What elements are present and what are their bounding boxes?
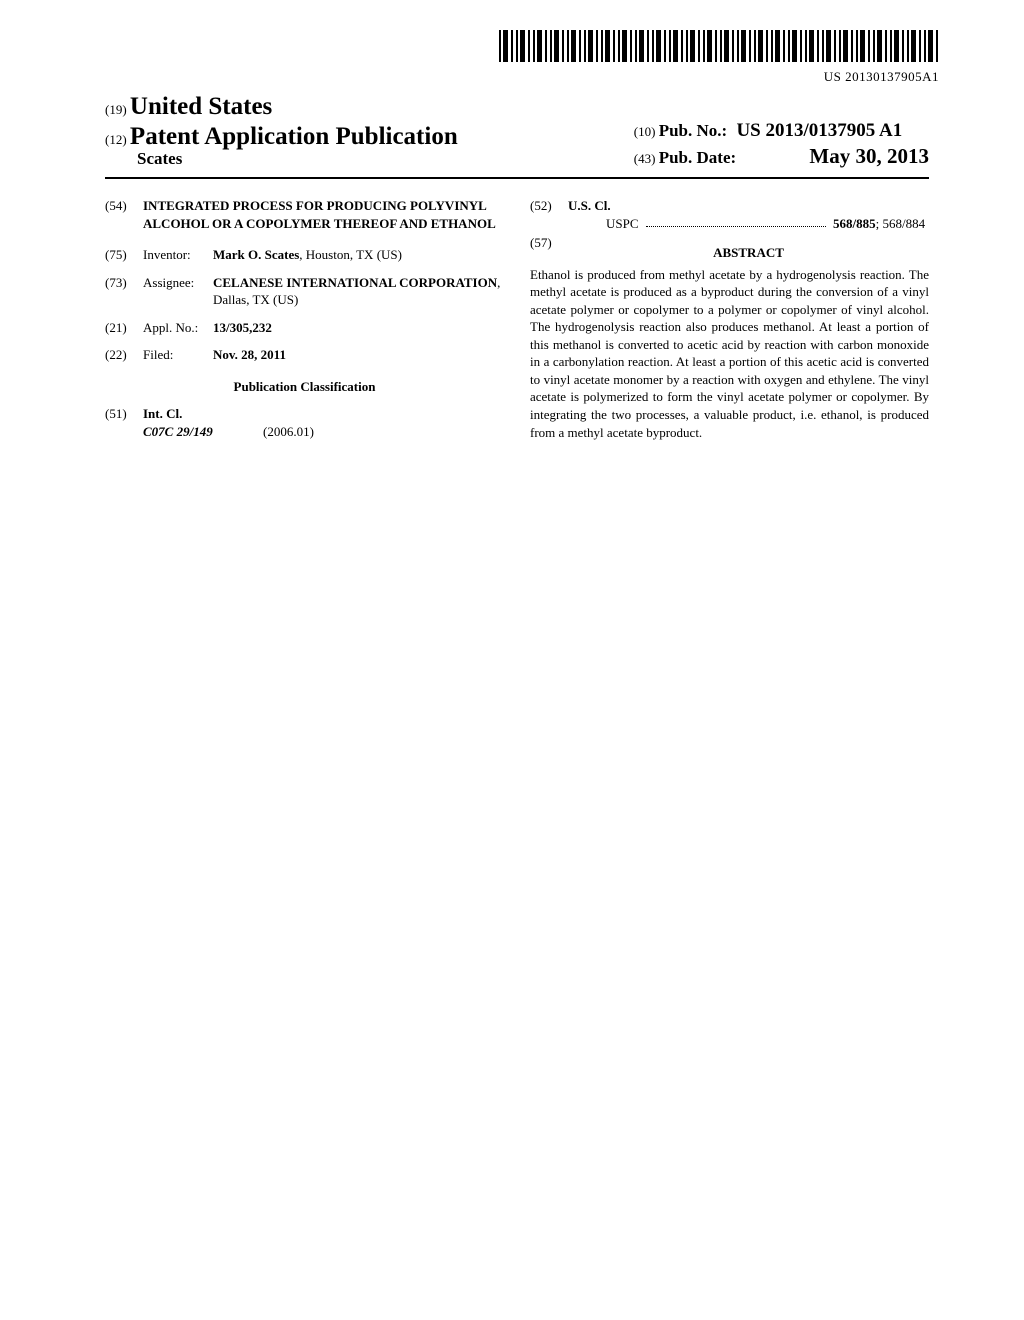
uscl-block: U.S. Cl. USPC 568/885; 568/884 — [568, 197, 929, 232]
pub-no-line: (10) Pub. No.: US 2013/0137905 A1 — [634, 120, 929, 142]
uscl-label: U.S. Cl. — [568, 197, 929, 215]
intcl-row: C07C 29/149 (2006.01) — [143, 423, 504, 441]
abstract-heading: ABSTRACT — [568, 244, 929, 262]
uscl-main: 568/885 — [833, 216, 876, 231]
body-columns: (54) INTEGRATED PROCESS FOR PRODUCING PO… — [105, 197, 929, 442]
uscl-code: (52) — [530, 197, 568, 232]
pub-date: May 30, 2013 — [809, 144, 929, 168]
intcl-field: (51) Int. Cl. C07C 29/149 (2006.01) — [105, 405, 504, 440]
filed-label: Filed: — [143, 346, 213, 364]
inventor-loc: , Houston, TX (US) — [299, 247, 402, 262]
pub-date-label: Pub. Date: — [659, 148, 736, 167]
country: United States — [130, 93, 272, 120]
assignee-label: Assignee: — [143, 274, 213, 309]
uscl-secondary: ; 568/884 — [876, 216, 925, 231]
barcode-area: US 20130137905A1 — [105, 30, 939, 85]
left-column: (54) INTEGRATED PROCESS FOR PRODUCING PO… — [105, 197, 504, 442]
inventor-name: Mark O. Scates — [213, 247, 299, 262]
author: Scates — [137, 149, 458, 169]
header-left: (19) United States (12) Patent Applicati… — [105, 93, 458, 169]
country-line: (19) United States — [105, 93, 458, 121]
country-code: (19) — [105, 102, 127, 117]
assignee-value: CELANESE INTERNATIONAL CORPORATION, Dall… — [213, 274, 504, 309]
title-text: INTEGRATED PROCESS FOR PRODUCING POLYVIN… — [143, 197, 504, 232]
intcl-block: Int. Cl. C07C 29/149 (2006.01) — [143, 405, 504, 440]
inventor-label: Inventor: — [143, 246, 213, 264]
inventor-field: (75) Inventor: Mark O. Scates, Houston, … — [105, 246, 504, 264]
uscl-prefix: USPC — [606, 216, 639, 231]
abstract-block: ABSTRACT — [568, 234, 929, 266]
intcl-value: C07C 29/149 — [143, 423, 263, 441]
pub-no: US 2013/0137905 A1 — [736, 120, 902, 141]
inventor-code: (75) — [105, 246, 143, 264]
abstract-code: (57) — [530, 234, 568, 266]
assignee-field: (73) Assignee: CELANESE INTERNATIONAL CO… — [105, 274, 504, 309]
assignee-code: (73) — [105, 274, 143, 309]
inventor-value: Mark O. Scates, Houston, TX (US) — [213, 246, 504, 264]
header-right: (10) Pub. No.: US 2013/0137905 A1 (43) P… — [634, 120, 929, 169]
header-row: (19) United States (12) Patent Applicati… — [105, 93, 929, 169]
uscl-field: (52) U.S. Cl. USPC 568/885; 568/884 — [530, 197, 929, 232]
intcl-label: Int. Cl. — [143, 405, 504, 423]
patent-page: US 20130137905A1 (19) United States (12)… — [0, 0, 1024, 442]
barcode-text: US 20130137905A1 — [105, 69, 939, 85]
appl-no: 13/305,232 — [213, 319, 504, 337]
pub-type-line: (12) Patent Application Publication — [105, 123, 458, 151]
appl-field: (21) Appl. No.: 13/305,232 — [105, 319, 504, 337]
classification-heading: Publication Classification — [105, 378, 504, 396]
appl-label: Appl. No.: — [143, 319, 213, 337]
filed-field: (22) Filed: Nov. 28, 2011 — [105, 346, 504, 364]
pub-type-code: (12) — [105, 132, 127, 147]
title-field: (54) INTEGRATED PROCESS FOR PRODUCING PO… — [105, 197, 504, 232]
pub-date-code: (43) — [634, 151, 656, 166]
abstract-text: Ethanol is produced from methyl acetate … — [530, 266, 929, 441]
filed-date: Nov. 28, 2011 — [213, 346, 504, 364]
uscl-dots — [646, 222, 826, 227]
uscl-row: USPC 568/885; 568/884 — [606, 215, 929, 233]
intcl-code: (51) — [105, 405, 143, 440]
title-code: (54) — [105, 197, 143, 232]
pub-type: Patent Application Publication — [130, 123, 458, 150]
intcl-year: (2006.01) — [263, 423, 314, 441]
pub-no-label: Pub. No.: — [659, 121, 727, 140]
assignee-name: CELANESE INTERNATIONAL CORPORATION — [213, 275, 497, 290]
barcode — [499, 30, 939, 62]
filed-code: (22) — [105, 346, 143, 364]
appl-code: (21) — [105, 319, 143, 337]
right-column: (52) U.S. Cl. USPC 568/885; 568/884 (57)… — [530, 197, 929, 442]
abstract-field: (57) ABSTRACT — [530, 234, 929, 266]
header-divider — [105, 177, 929, 179]
pub-date-line: (43) Pub. Date: May 30, 2013 — [634, 144, 929, 169]
pub-no-code: (10) — [634, 124, 656, 139]
